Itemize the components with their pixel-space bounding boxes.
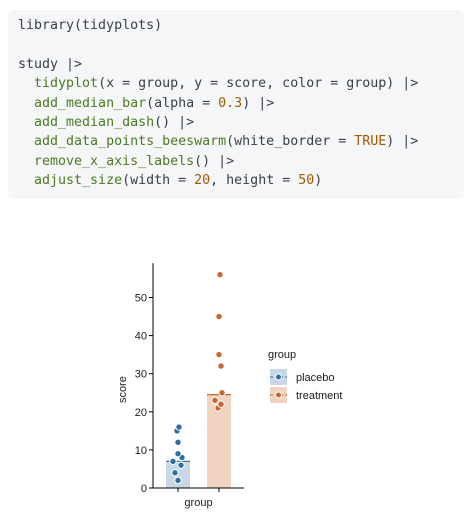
data-point-placebo bbox=[174, 450, 182, 458]
y-tick-label: 20 bbox=[135, 407, 147, 419]
code-line: add_data_points_beeswarm(white_border = … bbox=[18, 132, 464, 151]
code-token: () |> bbox=[194, 153, 235, 169]
legend-title: group bbox=[268, 349, 296, 361]
score-by-group-chart: 01020304050groupscoregroupplacebotreatme… bbox=[117, 263, 342, 509]
code-token: library(tidyplots) bbox=[18, 18, 163, 33]
data-point-treatment bbox=[217, 362, 225, 370]
code-line: remove_x_axis_labels() |> bbox=[18, 152, 464, 171]
code-token: ) |> bbox=[242, 95, 275, 111]
code-line: add_median_dash() |> bbox=[18, 113, 464, 132]
legend-label-placebo: placebo bbox=[296, 372, 335, 384]
data-point-treatment bbox=[215, 350, 223, 359]
data-point-treatment bbox=[211, 396, 219, 405]
code-token bbox=[18, 154, 34, 169]
legend-label-treatment: treatment bbox=[296, 390, 342, 402]
data-point-placebo bbox=[177, 461, 185, 469]
code-token bbox=[18, 96, 34, 111]
code-token: ) |> bbox=[386, 134, 419, 150]
y-axis-title: score bbox=[117, 376, 129, 403]
chart-container: 0 10 20 30 40 50 group score group placebo treatme… bbox=[0, 210, 474, 519]
data-point-placebo bbox=[171, 469, 179, 477]
code-token: 0.3 bbox=[218, 95, 243, 111]
y-tick-label: 50 bbox=[135, 293, 147, 305]
data-point-placebo bbox=[169, 457, 177, 466]
data-point-placebo bbox=[174, 438, 182, 446]
data-point-treatment bbox=[217, 400, 225, 408]
x-axis-title: group bbox=[184, 497, 212, 509]
code-token: (width = bbox=[122, 173, 195, 189]
y-tick-label: 30 bbox=[135, 369, 147, 381]
code-token: adjust_size bbox=[34, 173, 123, 189]
code-token: () |> bbox=[154, 115, 195, 131]
code-token: remove_x_axis_labels bbox=[34, 153, 195, 169]
code-token: 20 bbox=[194, 173, 211, 189]
data-point-placebo bbox=[174, 476, 182, 485]
y-tick-label: 10 bbox=[135, 445, 147, 457]
y-tick-label: 40 bbox=[135, 331, 147, 343]
code-token: , height = bbox=[210, 173, 299, 189]
data-point-treatment bbox=[216, 270, 224, 279]
legend-dot-treatment bbox=[275, 391, 282, 399]
code-token bbox=[18, 76, 34, 91]
code-token: (alpha = bbox=[146, 95, 219, 111]
code-token: study |> bbox=[18, 56, 83, 72]
legend-dot-placebo bbox=[275, 373, 282, 381]
y-tick-label: 0 bbox=[141, 483, 147, 495]
code-token bbox=[18, 134, 34, 149]
code-line: add_median_bar(alpha = 0.3) |> bbox=[18, 94, 464, 113]
code-token: (white_border = bbox=[226, 134, 355, 150]
code-token: (x = group, y = score, color = group) |> bbox=[98, 76, 419, 92]
code-token bbox=[18, 173, 34, 188]
code-token bbox=[18, 115, 34, 130]
code-token: TRUE bbox=[354, 134, 387, 150]
code-token: ) bbox=[314, 173, 323, 189]
code-line: library(tidyplots) bbox=[18, 16, 464, 35]
code-token: add_median_dash bbox=[34, 115, 155, 131]
code-line bbox=[18, 35, 464, 54]
code-line: adjust_size(width = 20, height = 50) bbox=[18, 171, 464, 190]
code-token: add_data_points_beeswarm bbox=[34, 134, 227, 150]
data-point-placebo bbox=[175, 423, 183, 431]
code-lines: library(tidyplots) study |> tidyplot(x =… bbox=[18, 16, 464, 191]
data-point-treatment bbox=[218, 389, 226, 397]
code-token: add_median_bar bbox=[34, 95, 147, 111]
code-line: tidyplot(x = group, y = score, color = g… bbox=[18, 74, 464, 93]
code-line: study |> bbox=[18, 55, 464, 74]
code-token: tidyplot bbox=[34, 76, 99, 92]
code-block: library(tidyplots) study |> tidyplot(x =… bbox=[8, 10, 464, 199]
code-token: 50 bbox=[298, 173, 315, 189]
data-point-treatment bbox=[215, 312, 223, 321]
